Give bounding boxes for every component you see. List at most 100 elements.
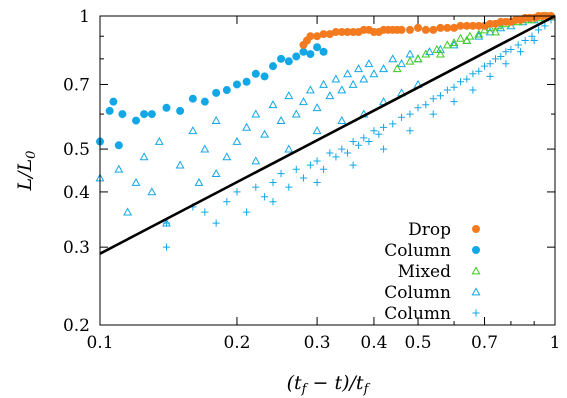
data-point	[425, 47, 434, 56]
axis-tick-labels: 0.1 0.2 0.3 0.4 0.5 0.7 10.20.30.40.50.71	[63, 7, 560, 353]
data-point	[201, 208, 209, 216]
data-point	[188, 94, 197, 103]
data-point	[462, 21, 471, 30]
fit-line	[99, 14, 556, 255]
data-point	[299, 47, 308, 56]
data-point	[139, 152, 149, 161]
data-point	[211, 115, 221, 124]
data-point	[375, 130, 383, 138]
data-point	[421, 49, 431, 58]
data-point	[432, 44, 442, 53]
data-point	[486, 60, 494, 68]
data-point	[313, 178, 321, 187]
data-point	[276, 115, 286, 124]
legend-label: Column	[384, 241, 451, 261]
data-point	[502, 60, 510, 68]
data-point	[132, 116, 141, 125]
data-point	[188, 126, 198, 135]
data-point	[462, 35, 472, 44]
data-point	[516, 48, 525, 56]
data-point	[397, 25, 406, 34]
data-point	[450, 98, 458, 106]
series-4	[95, 13, 550, 227]
data-point	[475, 67, 483, 75]
data-point	[392, 64, 402, 73]
data-point	[326, 149, 334, 157]
data-point	[474, 31, 484, 40]
data-point	[443, 86, 451, 94]
y-tick-label: 0.2	[63, 316, 90, 336]
data-point	[118, 110, 127, 119]
data-point	[277, 54, 286, 63]
chart-marks	[95, 11, 556, 251]
data-point	[212, 219, 220, 227]
series-5	[162, 16, 555, 251]
legend-marker	[472, 246, 480, 254]
data-point	[388, 54, 398, 63]
data-point	[269, 178, 277, 187]
data-point	[449, 40, 459, 49]
data-point	[496, 23, 506, 32]
data-point	[343, 28, 352, 37]
legend-symbol	[472, 246, 480, 254]
data-point	[176, 106, 185, 115]
data-point	[456, 21, 465, 30]
y-tick-label: 0.7	[63, 75, 90, 95]
data-point	[469, 86, 477, 94]
data-point	[348, 79, 358, 88]
x-tick-label: 0.1	[86, 333, 113, 353]
data-point	[325, 91, 335, 100]
legend-label: Column	[384, 283, 451, 303]
legend-marker	[471, 287, 481, 296]
data-point	[251, 156, 261, 165]
data-point	[413, 54, 423, 63]
data-point	[162, 218, 171, 227]
data-point	[456, 78, 465, 86]
data-point	[284, 57, 293, 66]
data-point	[162, 103, 171, 112]
data-point	[485, 27, 495, 36]
data-point	[465, 31, 475, 40]
legend-marker	[472, 225, 480, 233]
data-point	[232, 80, 241, 89]
legend-symbol	[472, 225, 480, 233]
data-point	[313, 32, 322, 41]
data-point	[292, 52, 301, 61]
data-point	[365, 137, 373, 146]
data-point	[422, 101, 430, 109]
data-point	[242, 122, 252, 131]
data-point	[463, 75, 471, 83]
data-point	[469, 70, 477, 78]
data-point	[114, 164, 124, 173]
data-point	[486, 72, 494, 81]
data-point	[251, 69, 260, 78]
data-point	[331, 74, 341, 83]
data-point	[200, 144, 210, 153]
data-point	[429, 110, 437, 118]
data-point	[306, 32, 315, 41]
data-point	[313, 157, 321, 165]
data-point	[468, 21, 477, 30]
data-point	[485, 23, 495, 32]
data-point	[405, 25, 414, 34]
data-point	[405, 56, 415, 65]
data-point	[397, 59, 407, 68]
data-point	[242, 77, 251, 86]
data-point	[284, 144, 294, 153]
series-1	[299, 12, 556, 49]
x-tick-label: 0.2	[223, 333, 250, 353]
data-point	[530, 36, 538, 45]
data-point	[528, 32, 536, 40]
data-point	[332, 153, 340, 161]
data-point	[194, 177, 204, 186]
data-point	[223, 198, 231, 206]
y-tick-label: 0.5	[63, 140, 90, 160]
data-point	[233, 188, 241, 196]
data-point	[222, 152, 232, 161]
data-point	[414, 104, 422, 112]
data-point	[305, 85, 315, 94]
data-point	[436, 23, 445, 32]
data-point	[421, 25, 430, 34]
